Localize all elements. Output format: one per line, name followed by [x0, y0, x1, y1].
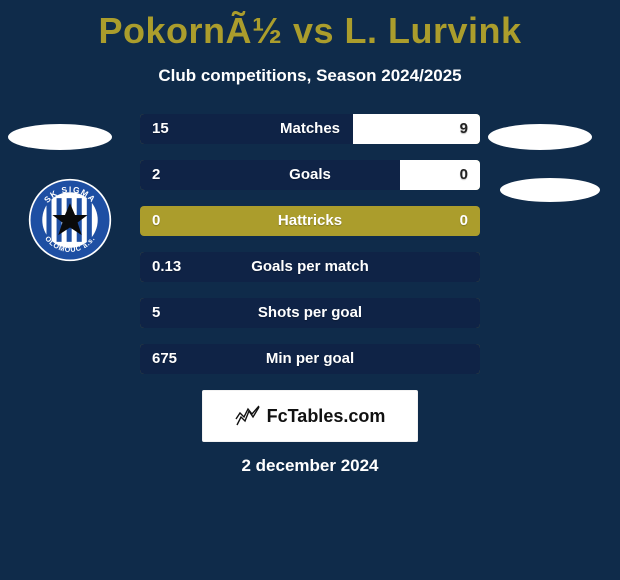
metric-label: Goals per match: [140, 252, 480, 282]
subtitle: Club competitions, Season 2024/2025: [0, 66, 620, 86]
metric-label: Min per goal: [140, 344, 480, 374]
player-placeholder-oval: [8, 124, 112, 150]
fctables-icon: [235, 405, 261, 427]
metric-row: 0.13Goals per match: [140, 252, 480, 282]
player-placeholder-oval: [488, 124, 592, 150]
comparison-chart: 159Matches 20Goals 00Hattricks 0.13Goals pe…: [30, 114, 590, 374]
metric-row: 675Min per goal: [140, 344, 480, 374]
metric-label: Goals: [140, 160, 480, 190]
brand-text: FcTables.com: [267, 406, 386, 427]
metric-row: 20Goals: [140, 160, 480, 190]
metric-row: 00Hattricks: [140, 206, 480, 236]
metric-label: Hattricks: [140, 206, 480, 236]
metric-row: 159Matches: [140, 114, 480, 144]
metric-label: Shots per goal: [140, 298, 480, 328]
infographic-container: PokornÃ½ vs L. Lurvink Club competitions…: [0, 0, 620, 580]
metric-label: Matches: [140, 114, 480, 144]
club-logo-sigma-olomouc: SK SIGMA OLOMOUC a.s.: [28, 178, 112, 262]
timestamp: 2 december 2024: [0, 456, 620, 476]
metric-row: 5Shots per goal: [140, 298, 480, 328]
player-placeholder-oval: [500, 178, 600, 202]
page-title: PokornÃ½ vs L. Lurvink: [0, 10, 620, 52]
brand-box: FcTables.com: [202, 390, 418, 442]
